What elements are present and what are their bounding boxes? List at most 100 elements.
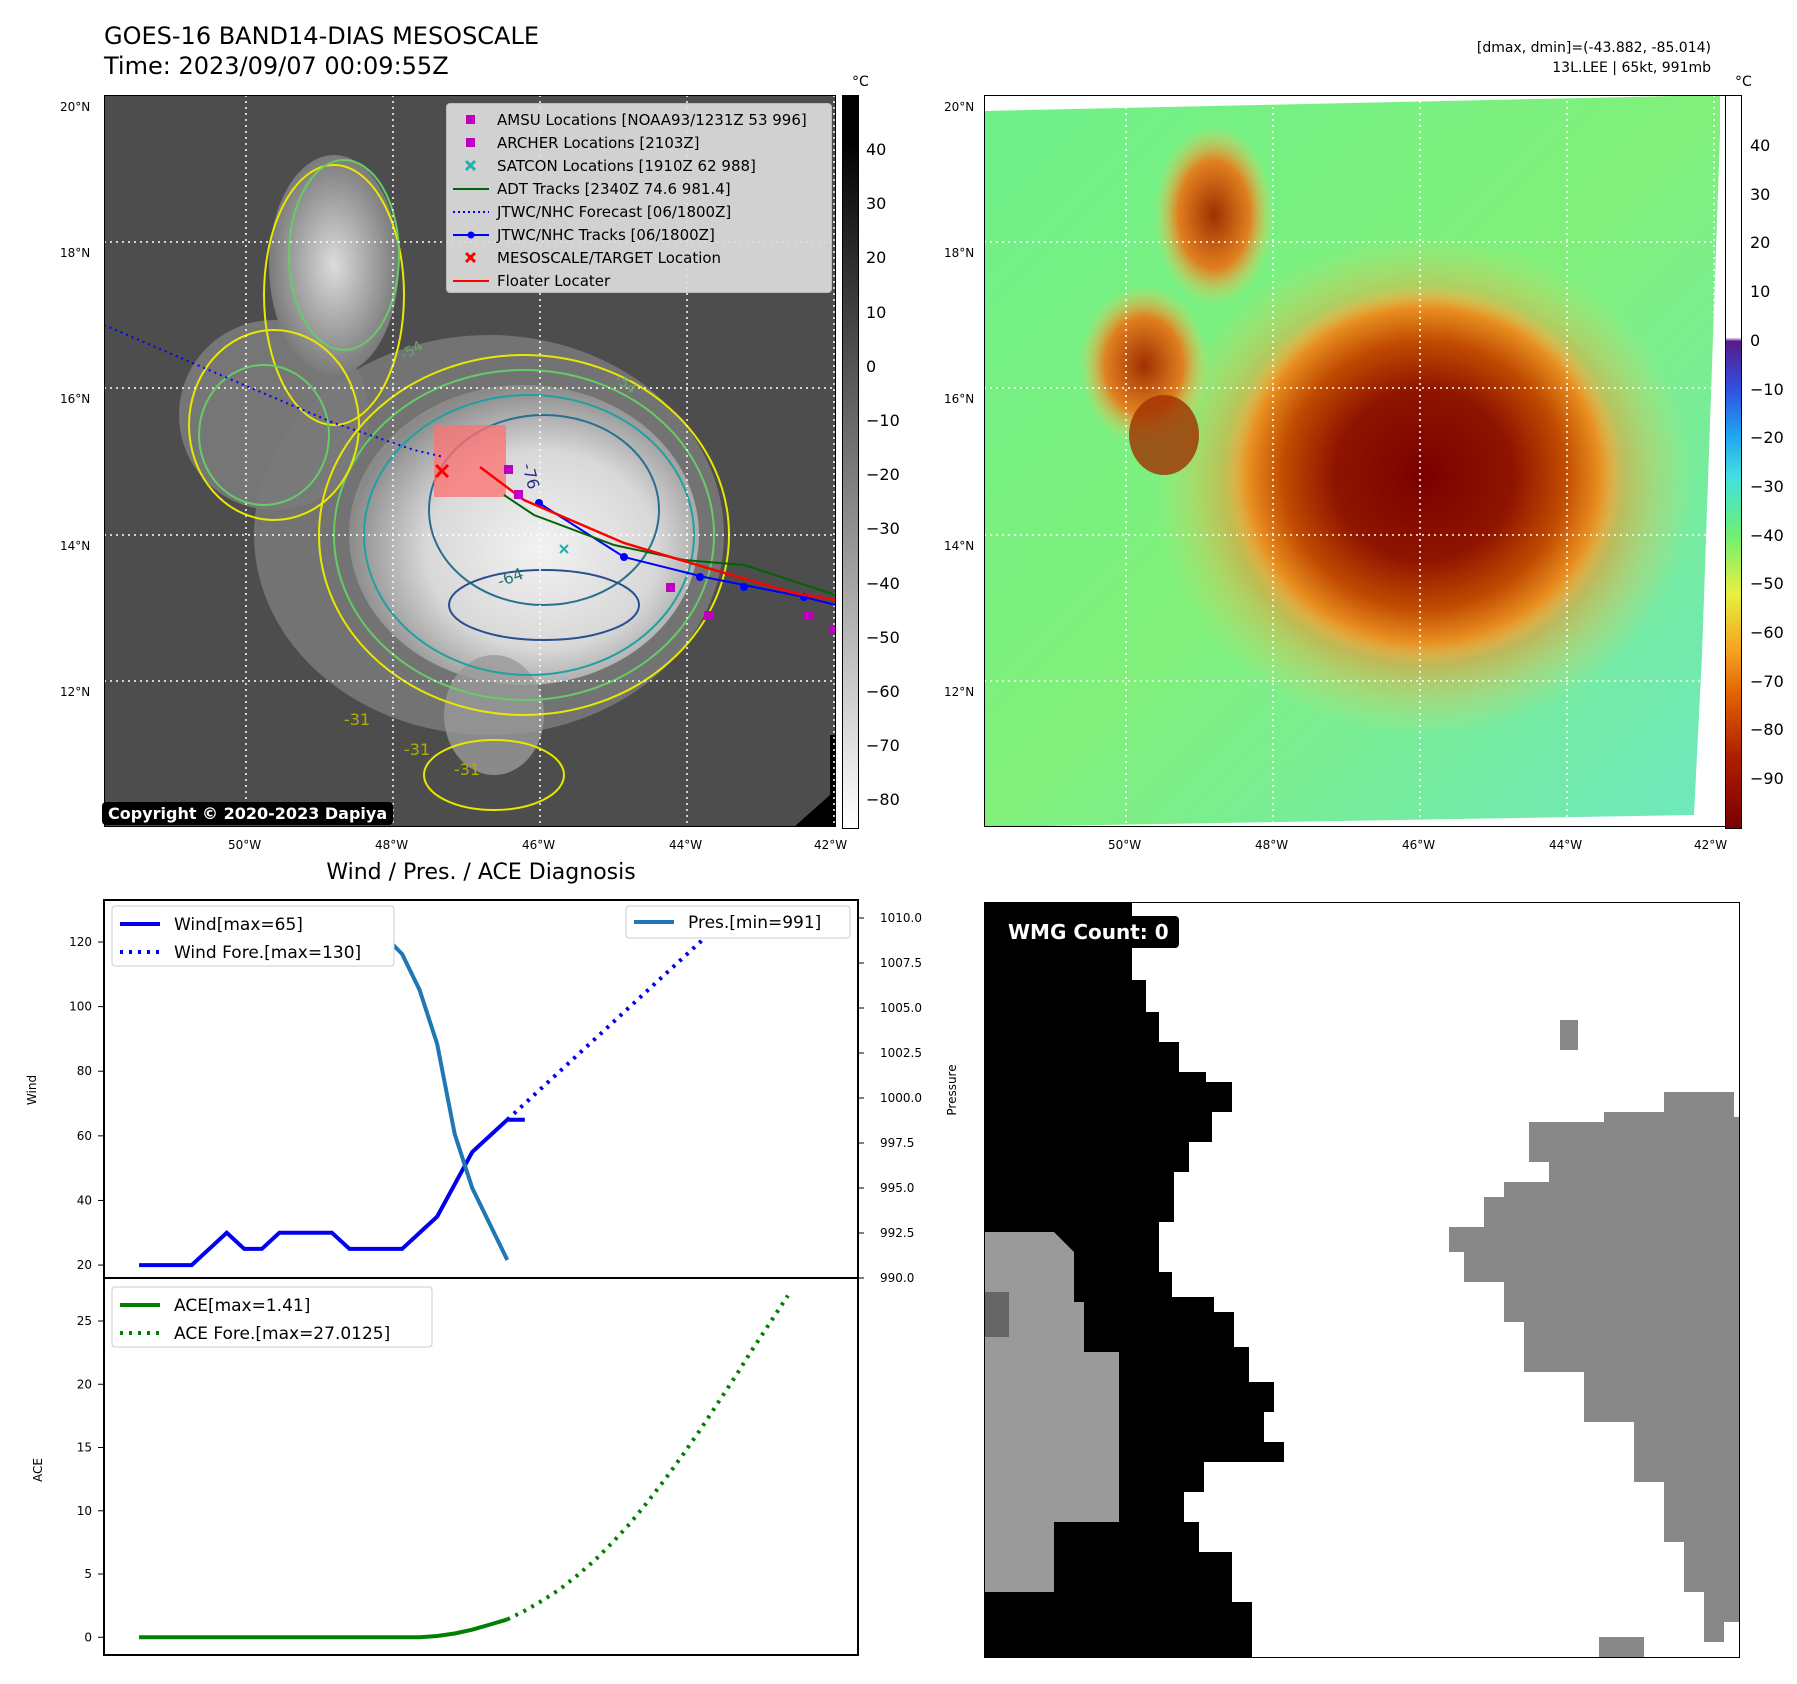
- series-line: [139, 1617, 508, 1640]
- map-legend-label: MESOSCALE/TARGET Location: [497, 249, 722, 267]
- ace-y-tick-label: 5: [84, 1567, 92, 1581]
- legend-marker-icon: [453, 280, 489, 282]
- ace-y-tick-label: 20: [77, 1377, 92, 1391]
- color-cloud-band: [1154, 125, 1274, 305]
- colorbar-tick: −70: [1750, 671, 1784, 691]
- lat-tick: 14°N: [944, 539, 975, 553]
- contour-label: -31: [344, 710, 370, 729]
- pressure-y-tick-label: 990.0: [880, 1271, 914, 1285]
- amsu-archer-markers: [504, 465, 836, 634]
- ace-y-tick-label: 15: [77, 1441, 92, 1455]
- series-line: [139, 1117, 525, 1268]
- pressure-y-tick-label: 995.0: [880, 1181, 914, 1195]
- lon-tick: 44°W: [669, 838, 703, 852]
- lat-tick: 16°N: [944, 392, 975, 406]
- legend-label: Wind Fore.[max=130]: [174, 943, 361, 963]
- colorbar-tick: −60: [866, 682, 900, 701]
- map-legend-label: SATCON Locations [1910Z 62 988]: [497, 157, 756, 175]
- lat-lon-grid: [104, 95, 836, 827]
- floater-box: [434, 425, 506, 497]
- map-legend-label: ARCHER Locations [2103Z]: [497, 134, 700, 152]
- pressure-y-tick-label: 1007.5: [880, 956, 922, 970]
- diagnosis-title: Wind / Pres. / ACE Diagnosis: [326, 860, 636, 885]
- colorbar-tick: −70: [866, 736, 900, 756]
- colorbar-tick: −40: [866, 573, 900, 593]
- lon-tick: 48°W: [375, 838, 409, 852]
- wind-y-tick-label: 20: [77, 1258, 92, 1272]
- contour-yellow: [188, 329, 360, 521]
- grayscale-colorbar: [842, 95, 859, 829]
- ace-legend-box: [111, 1286, 433, 1348]
- pressure-y-tick-label: 1010.0: [880, 911, 922, 925]
- contour-blue: [448, 569, 640, 641]
- map-legend-label: AMSU Locations [NOAA93/1231Z 53 996]: [497, 111, 807, 129]
- legend-marker-icon: [466, 138, 475, 147]
- cloud-band: [269, 155, 399, 375]
- colorbar-tick: −80: [866, 790, 900, 810]
- ace-y-tick-label: 25: [77, 1314, 92, 1328]
- figure-time: Time: 2023/09/07 00:09:55Z: [104, 52, 449, 80]
- map-legend-label: JTWC/NHC Tracks [06/1800Z]: [497, 226, 715, 244]
- wmg-light-gray-region: [984, 1232, 1119, 1592]
- legend-marker-icon: [464, 159, 477, 172]
- colorbar-tick: 20: [866, 248, 887, 268]
- colorbar-tick: −90: [1750, 769, 1784, 789]
- color-hurricane-core: [1224, 285, 1624, 665]
- wmg-panel: [984, 902, 1740, 1658]
- lon-tick: 50°W: [228, 838, 262, 852]
- legend-label: ACE[max=1.41]: [174, 1296, 310, 1316]
- dmax-dmin-label: [dmax, dmin]=(-43.882, -85.014): [1476, 40, 1711, 56]
- colorbar-tick: 10: [1750, 282, 1771, 302]
- contour-yellow: [263, 164, 405, 426]
- map-legend: AMSU Locations [NOAA93/1231Z 53 996] ARCH…: [446, 103, 832, 293]
- color-lat-lon-grid: [984, 95, 1740, 827]
- lon-tick: 48°W: [1255, 838, 1289, 852]
- colorbar-tick: −50: [866, 627, 900, 647]
- lat-tick: 20°N: [60, 100, 91, 114]
- lon-tick: 46°W: [1402, 838, 1436, 852]
- colorbar-tick: 40: [866, 140, 887, 159]
- wmg-gray-region: [1449, 1092, 1740, 1642]
- contour-green: [288, 159, 400, 351]
- ace-y-tick-label: 0: [84, 1630, 92, 1644]
- pressure-axis-label: Pressure: [945, 1064, 959, 1115]
- pressure-y-tick-label: 1002.5: [880, 1046, 922, 1060]
- contour-yellow: [423, 739, 565, 811]
- colorbar-tick: 30: [866, 194, 887, 214]
- wind-y-tick-label: 60: [77, 1129, 92, 1143]
- wind-y-tick-label: 40: [77, 1193, 92, 1207]
- contour-green: [198, 364, 330, 506]
- legend-marker-icon: [453, 211, 489, 213]
- lat-tick: 16°N: [60, 392, 91, 406]
- colorbar-tick: −60: [1750, 623, 1784, 642]
- lat-tick: 18°N: [944, 246, 975, 260]
- figure-title: GOES-16 BAND14-DIAS MESOSCALE: [104, 22, 540, 50]
- legend-marker-icon: [453, 231, 489, 239]
- colorbar-tick: 10: [866, 302, 887, 322]
- colorbar-tick: −30: [1750, 476, 1784, 496]
- colorbar-tick: 0: [1750, 330, 1761, 350]
- wmg-gray-patch: [1599, 1637, 1644, 1658]
- legend-label: Wind[max=65]: [174, 915, 303, 935]
- color-colorbar: [1725, 95, 1742, 829]
- color-cloud-band: [1129, 395, 1199, 475]
- cloud-band: [444, 655, 544, 775]
- adt-track: [503, 494, 836, 596]
- copyright-label: Copyright © 2020-2023 Dapiya: [102, 802, 394, 825]
- storm-info-label: 13L.LEE | 65kt, 991mb: [1552, 60, 1711, 76]
- mesoscale-target-marker: [434, 463, 450, 479]
- wind-axis-label: Wind: [25, 1075, 39, 1105]
- legend-marker-icon: [453, 188, 489, 190]
- pressure-y-tick-label: 997.5: [880, 1136, 914, 1150]
- diagnosis-chart: 20406080100120990.0992.5995.0997.51000.0…: [25, 899, 959, 1656]
- lat-tick: 14°N: [60, 539, 91, 553]
- colorbar-tick: −50: [1750, 574, 1784, 594]
- legend-label: ACE Fore.[max=27.0125]: [174, 1324, 390, 1344]
- lon-tick: 42°W: [814, 838, 848, 852]
- map-legend-label: JTWC/NHC Forecast [06/1800Z]: [497, 203, 732, 221]
- lat-tick: 12°N: [60, 685, 91, 699]
- colorbar-tick: −30: [866, 519, 900, 539]
- ir-color-map: [984, 95, 1740, 827]
- jtwc-track-points: [535, 499, 808, 601]
- lat-tick: 12°N: [944, 685, 975, 699]
